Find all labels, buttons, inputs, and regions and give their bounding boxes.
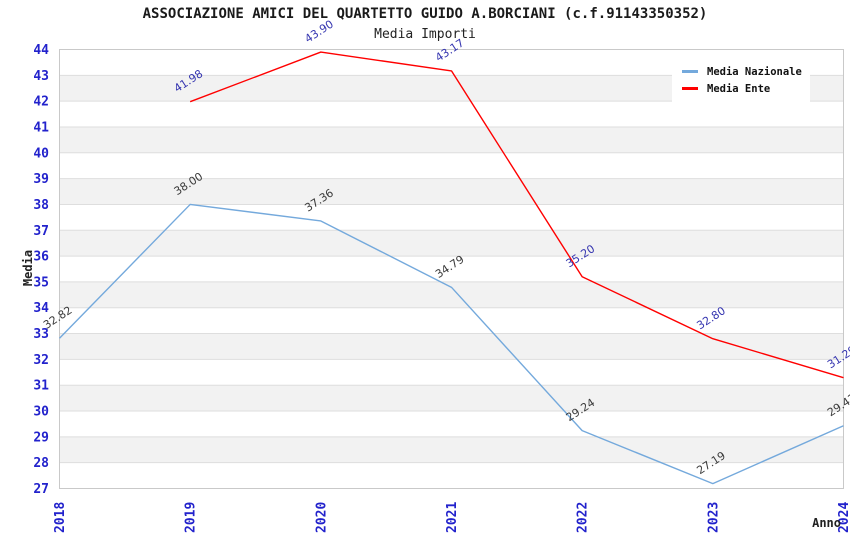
x-tick-label: 2024 bbox=[837, 502, 850, 533]
y-tick-label: 29 bbox=[33, 430, 49, 445]
point-label: 32.80 bbox=[694, 304, 727, 332]
legend: Media Nazionale Media Ente bbox=[672, 57, 810, 103]
x-axis-title: Anno bbox=[812, 516, 841, 530]
series-line-media-nazionale bbox=[58, 203, 844, 485]
x-tick-label: 2020 bbox=[314, 502, 329, 533]
grid-band bbox=[59, 385, 844, 412]
y-tick-label: 34 bbox=[33, 301, 49, 316]
x-tick-label: 2021 bbox=[445, 502, 460, 533]
y-tick-label: 30 bbox=[33, 405, 49, 420]
x-tick-label: 2019 bbox=[184, 502, 199, 533]
y-tick-label: 33 bbox=[33, 327, 49, 342]
y-tick-label: 36 bbox=[33, 250, 49, 265]
point-label: 43.90 bbox=[302, 18, 335, 46]
y-tick-label: 37 bbox=[33, 224, 49, 239]
grid-band bbox=[59, 333, 844, 360]
y-axis-title: Media bbox=[21, 249, 35, 287]
legend-line-swatch-icon bbox=[682, 70, 698, 73]
y-tick-label: 42 bbox=[33, 95, 49, 110]
point-label: 43.17 bbox=[433, 36, 466, 64]
grid-band bbox=[59, 178, 844, 205]
x-tick-label: 2018 bbox=[53, 502, 68, 533]
legend-label: Media Nazionale bbox=[707, 65, 802, 78]
y-tick-label: 40 bbox=[33, 146, 49, 161]
grid-band bbox=[59, 230, 844, 257]
grid-band bbox=[59, 126, 844, 153]
y-tick-label: 41 bbox=[33, 120, 49, 135]
legend-item-media-ente: Media Ente bbox=[682, 80, 806, 97]
y-tick-label: 43 bbox=[33, 69, 49, 84]
y-tick-label: 28 bbox=[33, 456, 49, 471]
chart-subtitle: Media Importi bbox=[374, 27, 476, 42]
y-tick-label: 39 bbox=[33, 172, 49, 187]
grid-band bbox=[59, 281, 844, 308]
y-tick-label: 35 bbox=[33, 275, 49, 290]
y-tick-label: 38 bbox=[33, 198, 49, 213]
legend-line-swatch-icon bbox=[682, 87, 698, 90]
chart-title: ASSOCIAZIONE AMICI DEL QUARTETTO GUIDO A… bbox=[142, 6, 708, 22]
y-tick-label: 31 bbox=[33, 379, 49, 394]
point-label: 34.79 bbox=[433, 253, 466, 281]
series-line-media-ente bbox=[189, 51, 844, 379]
y-tick-label: 32 bbox=[33, 353, 49, 368]
y-tick-label: 44 bbox=[33, 43, 49, 58]
x-tick-label: 2023 bbox=[706, 502, 721, 533]
plot-border bbox=[59, 49, 844, 489]
y-tick-label: 27 bbox=[33, 482, 49, 497]
legend-item-media-nazionale: Media Nazionale bbox=[682, 63, 806, 80]
legend-label: Media Ente bbox=[707, 82, 771, 95]
grid-band bbox=[59, 436, 844, 463]
x-tick-label: 2022 bbox=[576, 502, 591, 533]
